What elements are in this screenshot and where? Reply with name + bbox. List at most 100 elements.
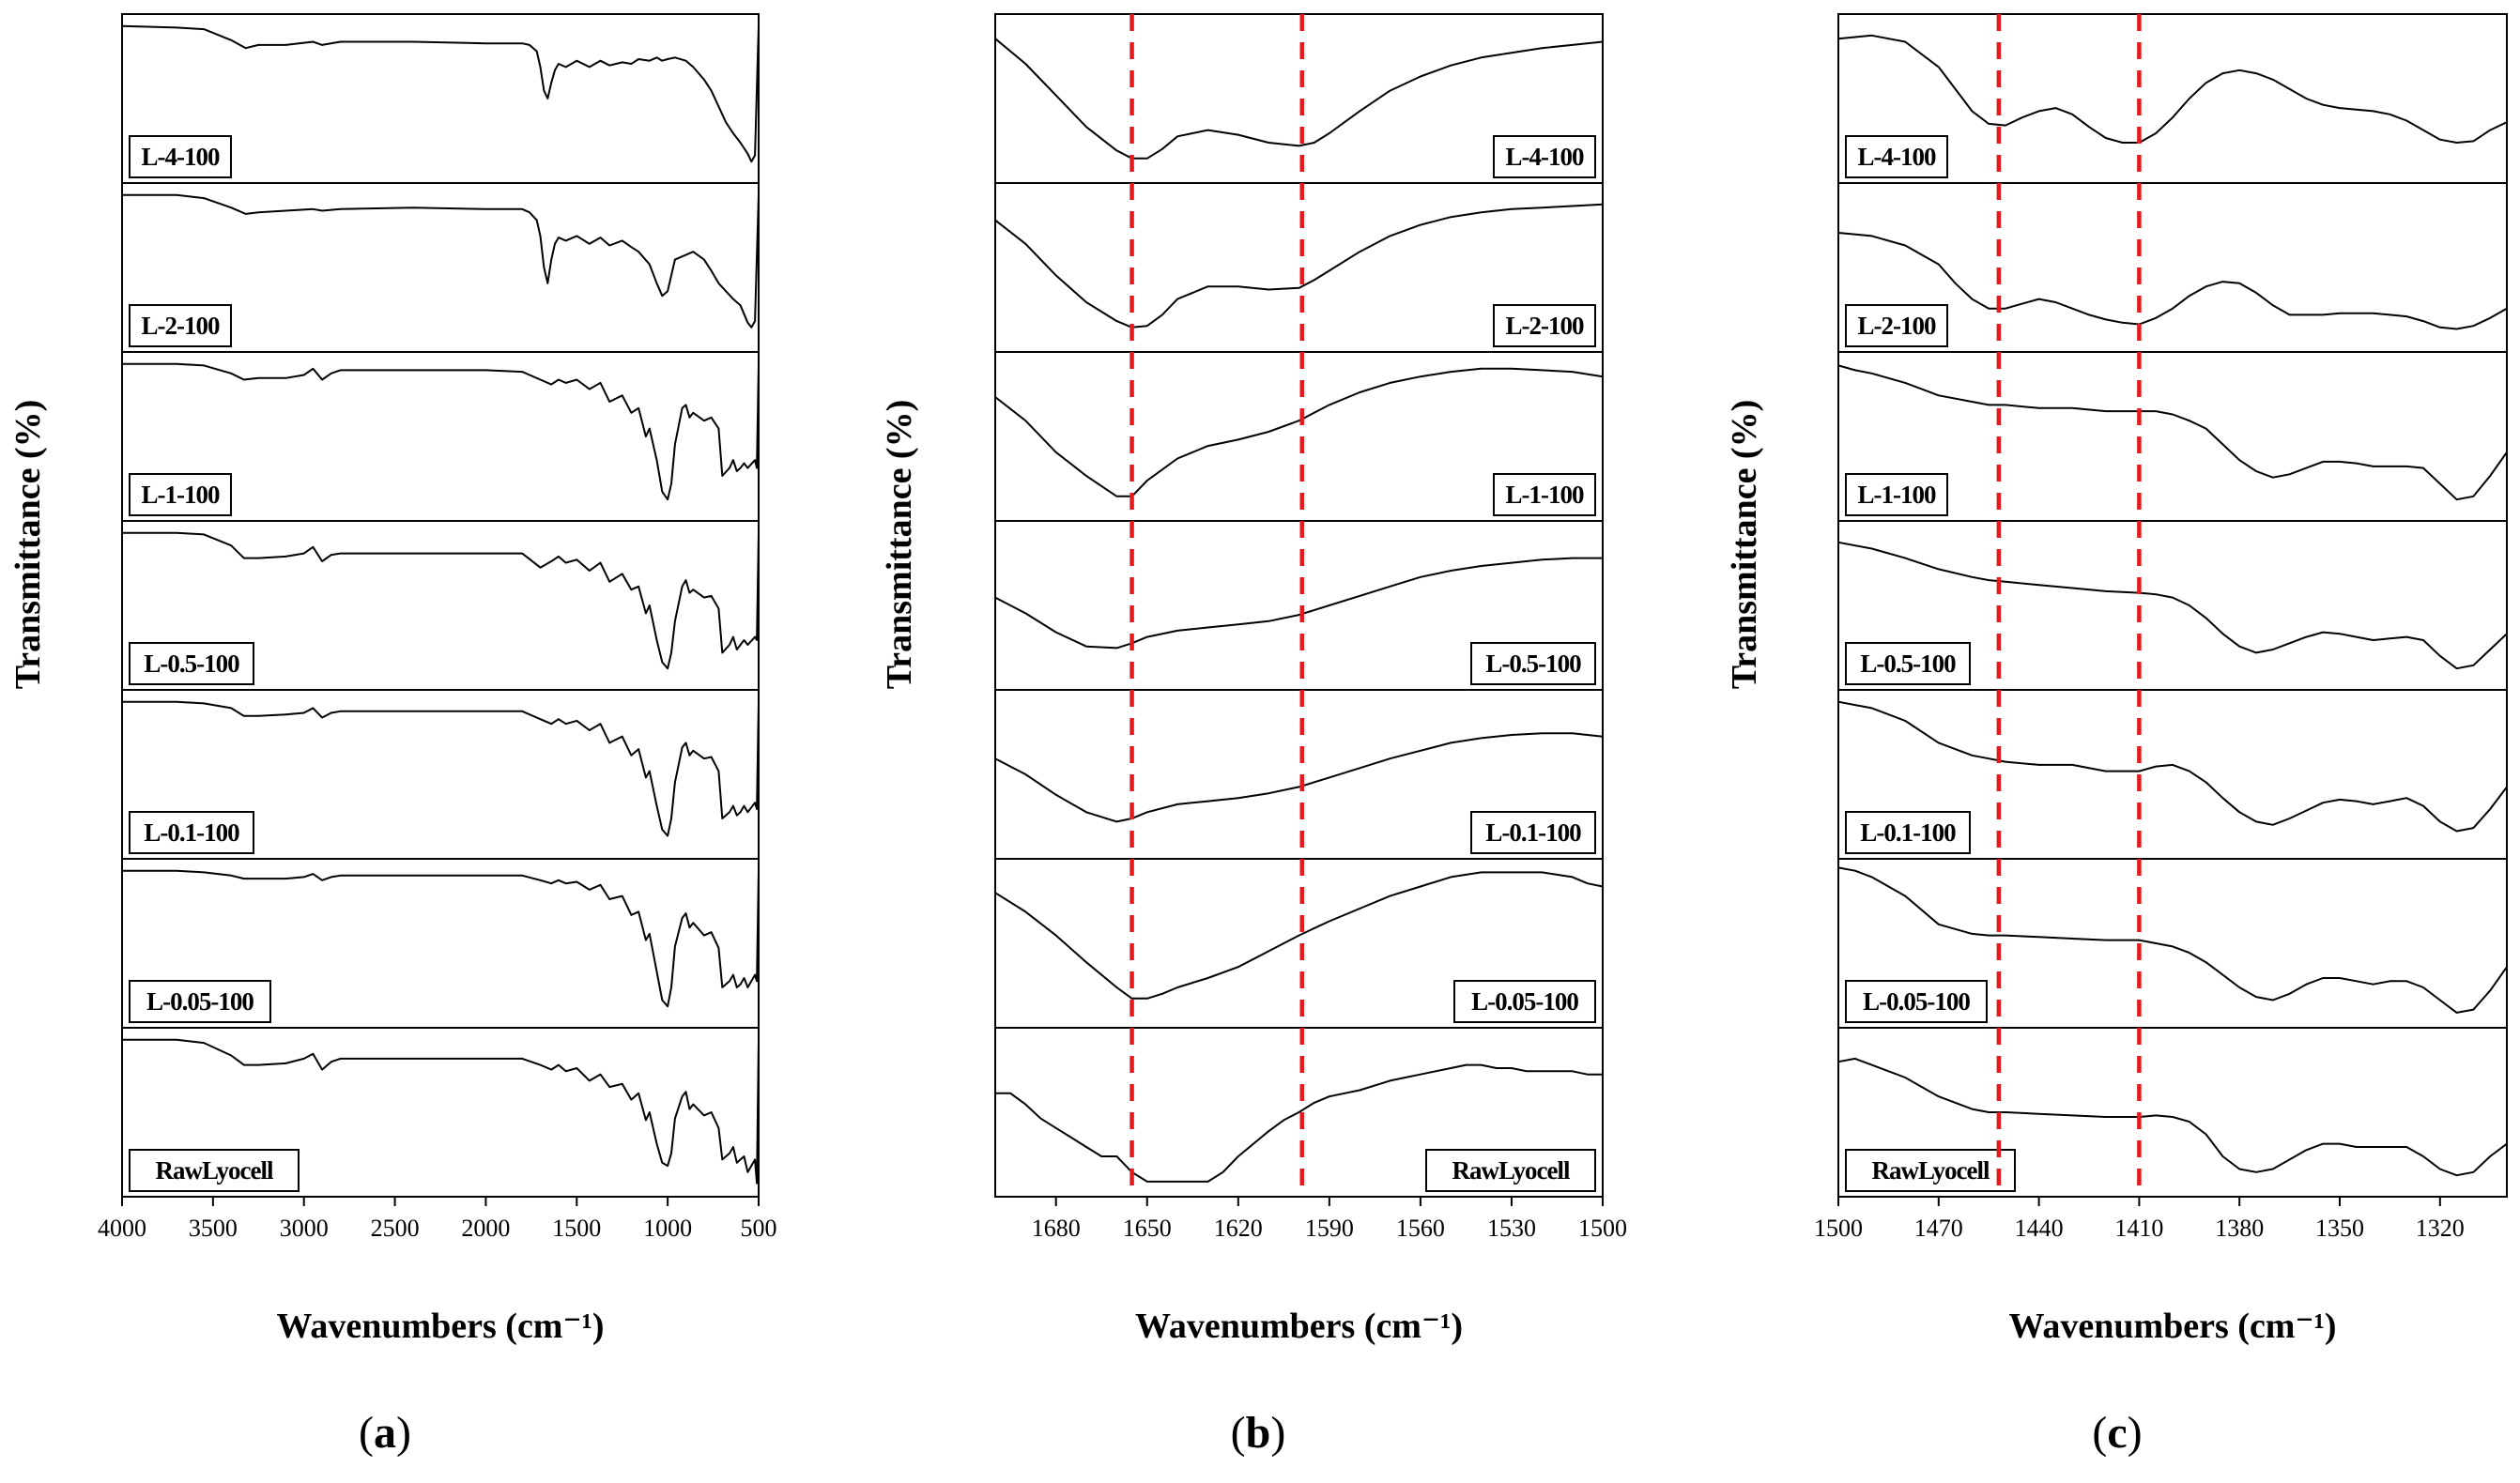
panel-b-x-tick-label-1590: 1590 [1305, 1215, 1354, 1242]
panel-a-legend-box-l-1-100 [129, 473, 232, 516]
panel-c-x-tick-label-1500: 1500 [1814, 1215, 1863, 1242]
panel-b-x-tick-label-1650: 1650 [1123, 1215, 1172, 1242]
panel-a-x-tick-label-4000: 4000 [98, 1215, 146, 1242]
panel-a-series-l-0-5-100 [122, 531, 760, 670]
panel-a-x-axis-title: Wavenumbers (cm⁻¹) [276, 1307, 604, 1346]
panel-a-x-tick-label-3000: 3000 [280, 1215, 329, 1242]
panel-a-x-tick-label-2500: 2500 [371, 1215, 420, 1242]
panel-b-chart: L-4-100 L-2-100 L-1-100 L-0.5-100 L-0.1-100 L… [880, 13, 1627, 1346]
panel-b-legend-box-l-2-100 [1493, 304, 1596, 347]
panel-a-legend-box-l-4-100 [129, 135, 232, 178]
panel-c-legend-box-l-0-5-100 [1845, 642, 1971, 685]
panel-b-legend-box-l-0-5-100 [1470, 642, 1596, 685]
panel-b-series-l-4-100 [994, 38, 1604, 160]
panel-c-legend-label-l-2-100: L-2-100 [1858, 312, 1936, 340]
panel-a-legend-label-l-2-100: L-2-100 [142, 312, 220, 340]
panel-b-legend-label-l-1-100: L-1-100 [1506, 481, 1584, 509]
panel-a-plot-frame [121, 13, 760, 1198]
panel-c-y-axis-title: Transmittance (%) [1725, 400, 1764, 690]
panel-c-legend-box-l-4-100 [1845, 135, 1948, 178]
panel-label-c: (c) [2092, 1408, 2142, 1458]
panel-label-b: (b) [1231, 1408, 1286, 1458]
panel-b-x-tick-label-1620: 1620 [1214, 1215, 1263, 1242]
panel-b-series-l-0-05-100 [994, 871, 1604, 1000]
panel-b-x-tick-label-1560: 1560 [1396, 1215, 1445, 1242]
panel-a-x-tick-label-1000: 1000 [643, 1215, 692, 1242]
panel-c-x-tick-label-1350: 1350 [2315, 1215, 2364, 1242]
panel-c-x-tick-label-1470: 1470 [1914, 1215, 1963, 1242]
panel-b-legend-label-l-4-100: L-4-100 [1506, 143, 1584, 171]
panel-b-series-l-0-1-100 [994, 732, 1604, 823]
panel-a-x-tick-label-500: 500 [741, 1215, 777, 1242]
panel-b-series-l-0-5-100 [994, 557, 1603, 650]
panel-c-plot-frame [1837, 13, 2508, 1198]
panel-a-x-tick-label-1500: 1500 [552, 1215, 601, 1242]
panel-a-legend-box-l-0-1-100 [129, 811, 254, 854]
panel-label-a: (a) [359, 1408, 411, 1458]
panel-a-series-l-4-100 [121, 24, 760, 163]
panel-a-legend-label-l-1-100: L-1-100 [142, 481, 220, 509]
panel-b-plot-frame [994, 13, 1604, 1198]
panel-b-y-axis-title: Transmittance (%) [880, 400, 919, 690]
panel-a-legend-box-l-2-100 [129, 304, 232, 347]
panel-a-series-l-2-100 [122, 193, 760, 329]
panel-c-legend-box-rawlyocell [1845, 1149, 2016, 1192]
panel-b-legend-label-l-2-100: L-2-100 [1506, 312, 1584, 340]
panel-a-legend-box-l-0-05-100 [129, 980, 271, 1023]
panel-b-x-axis-title: Wavenumbers (cm⁻¹) [1135, 1307, 1463, 1346]
panel-a-series-l-0-1-100 [122, 700, 760, 837]
panel-b-legend-label-l-0-5-100: L-0.5-100 [1485, 650, 1581, 678]
panel-c-legend-label-l-4-100: L-4-100 [1858, 143, 1936, 171]
panel-b-x-tick-label-1680: 1680 [1032, 1215, 1081, 1242]
panel-a-legend-label-l-0-5-100: L-0.5-100 [144, 650, 239, 678]
panel-c-series-rawlyocell [1837, 1057, 2508, 1177]
panel-c-legend-label-l-0-1-100: L-0.1-100 [1860, 818, 1956, 847]
panel-c-x-tick-label-1440: 1440 [2015, 1215, 2064, 1242]
panel-c-series-l-0-05-100 [1837, 866, 2508, 1014]
panel-c-legend-box-l-0-05-100 [1845, 980, 1988, 1023]
panel-a-legend-box-rawlyocell [129, 1149, 300, 1192]
panel-b-legend-box-l-1-100 [1493, 473, 1596, 516]
panel-c-legend-label-rawlyocell: RawLyocell [1872, 1156, 1990, 1185]
panel-c-x-tick-label-1410: 1410 [2114, 1215, 2163, 1242]
panel-b-series-l-2-100 [994, 203, 1604, 329]
panel-c-series-l-2-100 [1837, 232, 2508, 330]
panel-a-series-l-1-100 [122, 362, 760, 501]
panel-a-series-l-0-05-100 [122, 869, 760, 1008]
panel-b-series-l-1-100 [994, 367, 1604, 497]
panel-a-legend-label-l-0-05-100: L-0.05-100 [146, 987, 254, 1016]
panel-c-legend-label-l-0-05-100: L-0.05-100 [1863, 987, 1970, 1016]
panel-c-series-l-0-5-100 [1837, 541, 2508, 670]
panel-c-legend-box-l-1-100 [1845, 473, 1948, 516]
panel-c-x-axis-title: Wavenumbers (cm⁻¹) [2008, 1307, 2336, 1346]
panel-c-legend-label-l-1-100: L-1-100 [1858, 481, 1936, 509]
panel-a-chart: L-4-100 L-2-100 L-1-100 L-0.5-100 L-0.1-100 L… [8, 13, 777, 1346]
panel-a-legend-label-l-0-1-100: L-0.1-100 [144, 818, 239, 847]
panel-b-x-tick-label-1500: 1500 [1578, 1215, 1627, 1242]
panel-c-series-l-0-1-100 [1837, 700, 2508, 833]
panel-a-x-tick-label-2000: 2000 [461, 1215, 510, 1242]
panel-a-y-axis-title: Transmittance (%) [8, 400, 48, 690]
panel-a-legend-box-l-0-5-100 [129, 642, 254, 685]
panel-a-legend-label-l-4-100: L-4-100 [142, 143, 220, 171]
panel-c-chart: L-4-100 L-2-100 L-1-100 L-0.5-100 L-0.1-100 L… [1725, 13, 2508, 1346]
panel-c-series-l-4-100 [1837, 34, 2508, 144]
panel-c-legend-box-l-2-100 [1845, 304, 1948, 347]
panel-a-legend-label-rawlyocell: RawLyocell [156, 1156, 274, 1185]
panel-b-legend-box-l-4-100 [1493, 135, 1596, 178]
panel-a-x-tick-label-3500: 3500 [189, 1215, 238, 1242]
panel-c-x-tick-label-1380: 1380 [2215, 1215, 2264, 1242]
panel-b-legend-label-rawlyocell: RawLyocell [1452, 1156, 1571, 1185]
panel-b-legend-box-rawlyocell [1425, 1149, 1596, 1192]
panel-a-series-rawlyocell [122, 1038, 760, 1185]
panel-b-legend-box-l-0-05-100 [1453, 980, 1596, 1023]
panel-b-x-tick-label-1530: 1530 [1487, 1215, 1536, 1242]
panel-b-legend-label-l-0-05-100: L-0.05-100 [1471, 987, 1578, 1016]
panel-c-series-l-1-100 [1837, 364, 2508, 501]
panel-b-legend-label-l-0-1-100: L-0.1-100 [1485, 818, 1581, 847]
panel-c-x-tick-label-1320: 1320 [2416, 1215, 2465, 1242]
panel-b-legend-box-l-0-1-100 [1470, 811, 1596, 854]
panel-c-legend-label-l-0-5-100: L-0.5-100 [1860, 650, 1956, 678]
panel-c-legend-box-l-0-1-100 [1845, 811, 1971, 854]
